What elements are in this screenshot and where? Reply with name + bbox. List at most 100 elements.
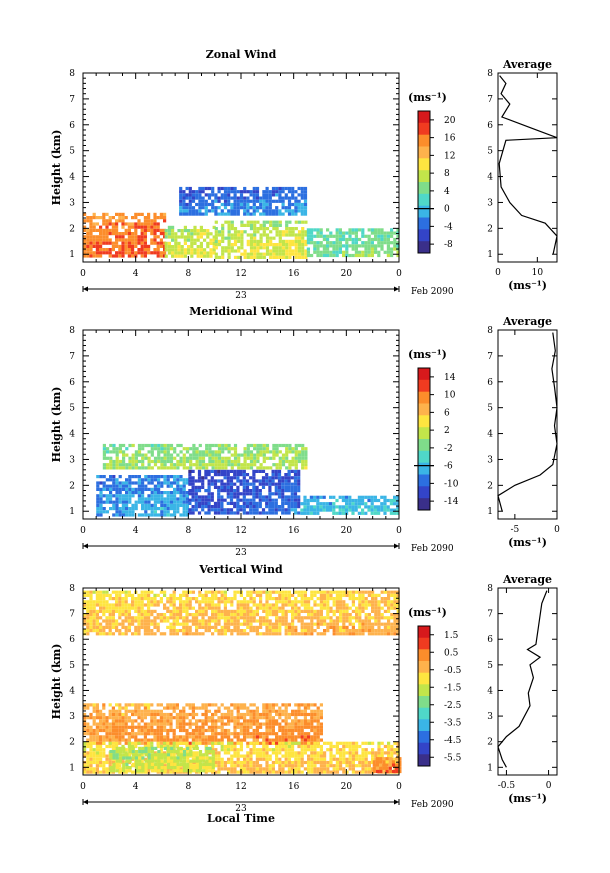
heatmap-cell [201,212,205,216]
heatmap-cell [243,613,247,617]
heatmap-cell [180,251,184,255]
heatmap-cell [201,622,205,626]
heatmap-cell [297,193,301,197]
heatmap-cell [163,507,167,511]
heatmap-cell [271,492,275,496]
heatmap-cell [255,186,260,191]
heatmap-cell [288,220,292,224]
heatmap-cell [99,487,103,491]
heatmap-cell [259,206,263,210]
heatmap-cell [361,244,365,248]
heatmap-cell [390,247,394,251]
heatmap-cell [285,456,289,460]
heatmap-cell [396,629,400,633]
heatmap-cell [156,600,160,604]
heatmap-cell [214,748,218,752]
heatmap-cell [252,719,256,723]
heatmap-cell [246,735,250,739]
heatmap-cell [193,232,197,236]
heatmap-cell [275,741,279,745]
heatmap-cell [166,712,170,717]
heatmap-cell [236,511,240,515]
heatmap-cell [275,255,279,259]
heatmap-cell [121,609,125,613]
heatmap-cell [188,508,192,512]
y-tick-label: 4 [69,173,75,183]
heatmap-cell [275,443,279,448]
heatmap-cell [150,722,154,726]
heatmap-cell [153,719,157,723]
heatmap-cell [233,505,237,509]
heatmap-cell [111,244,115,248]
heatmap-cell [153,478,157,482]
heatmap-cell [105,760,109,765]
heatmap-cell [99,725,103,729]
heatmap-cell [316,590,320,594]
heatmap-cell [173,475,177,479]
heatmap-cell [204,703,208,707]
heatmap-cell [214,625,218,629]
heatmap-cell [284,625,288,629]
heatmap-cell [358,609,362,613]
heatmap-cell [115,228,119,232]
heatmap-cell [278,625,282,629]
heatmap-cell [319,609,323,613]
heatmap-cell [387,625,391,629]
heatmap-cell [195,706,199,710]
heatmap-cell [179,497,183,501]
heatmap-cell [157,443,161,448]
heatmap-cell [258,469,262,473]
heatmap-cell [150,716,154,720]
heatmap-cell [370,508,374,512]
heatmap-cell [243,712,247,717]
heatmap-cell [294,252,298,256]
heatmap-cell [287,703,291,707]
heatmap-cell [118,722,122,726]
average-y-tick-label: 6 [487,378,493,388]
heatmap-cell [147,251,151,255]
heatmap-cell [102,629,106,633]
heatmap-cell [102,741,106,745]
heatmap-cell [83,741,87,745]
heatmap-cell [297,609,301,613]
heatmap-cell [86,219,90,223]
heatmap-cell [303,709,307,713]
heatmap-cell [261,495,266,499]
heatmap-cell [196,248,200,252]
heatmap-cell [288,249,292,253]
heatmap-cell [371,622,375,626]
heatmap-cell [249,505,253,509]
heatmap-cell [191,751,195,755]
x-tick-label: 20 [341,269,353,279]
heatmap-cell [99,609,103,613]
heatmap-cell [271,606,275,610]
heatmap-cell [89,254,93,258]
heatmap-cell [390,632,394,636]
heatmap-cell [95,597,99,601]
heatmap-cell [210,492,214,496]
heatmap-cell [197,505,202,509]
heatmap-cell [150,603,154,607]
heatmap-cell [159,751,163,755]
heatmap-cell [105,619,109,623]
heatmap-cell [99,603,103,607]
heatmap-cell [157,456,161,460]
heatmap-cell [179,712,183,717]
heatmap-cell [169,500,173,504]
heatmap-cell [380,241,384,245]
heatmap-cell [112,447,116,451]
heatmap-cell [265,249,270,253]
heatmap-cell [310,712,314,717]
heatmap-cell [143,709,147,713]
heatmap-cell [153,510,157,514]
heatmap-cell [223,508,227,512]
heatmap-cell [256,243,260,247]
heatmap-cell [89,606,93,610]
heatmap-cell [153,228,157,232]
heatmap-cell [115,606,119,610]
heatmap-cell [127,593,131,597]
heatmap-cell [338,247,342,251]
heatmap-cell [249,600,253,604]
heatmap-cell [310,606,314,610]
heatmap-cell [265,511,269,515]
